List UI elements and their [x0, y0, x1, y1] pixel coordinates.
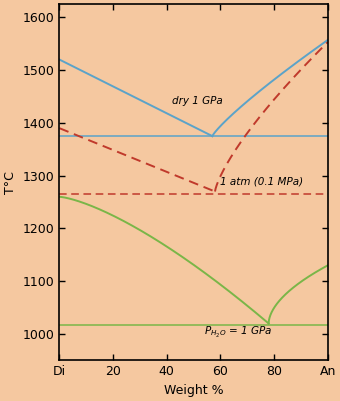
Text: $\mathit{P}_{H_2O}$ = 1 GPa: $\mathit{P}_{H_2O}$ = 1 GPa [204, 325, 273, 340]
Y-axis label: T°C: T°C [4, 171, 17, 194]
Text: 1 atm (0.1 MPa): 1 atm (0.1 MPa) [220, 177, 304, 187]
Text: dry 1 GPa: dry 1 GPa [172, 97, 223, 106]
X-axis label: Weight %: Weight % [164, 384, 223, 397]
